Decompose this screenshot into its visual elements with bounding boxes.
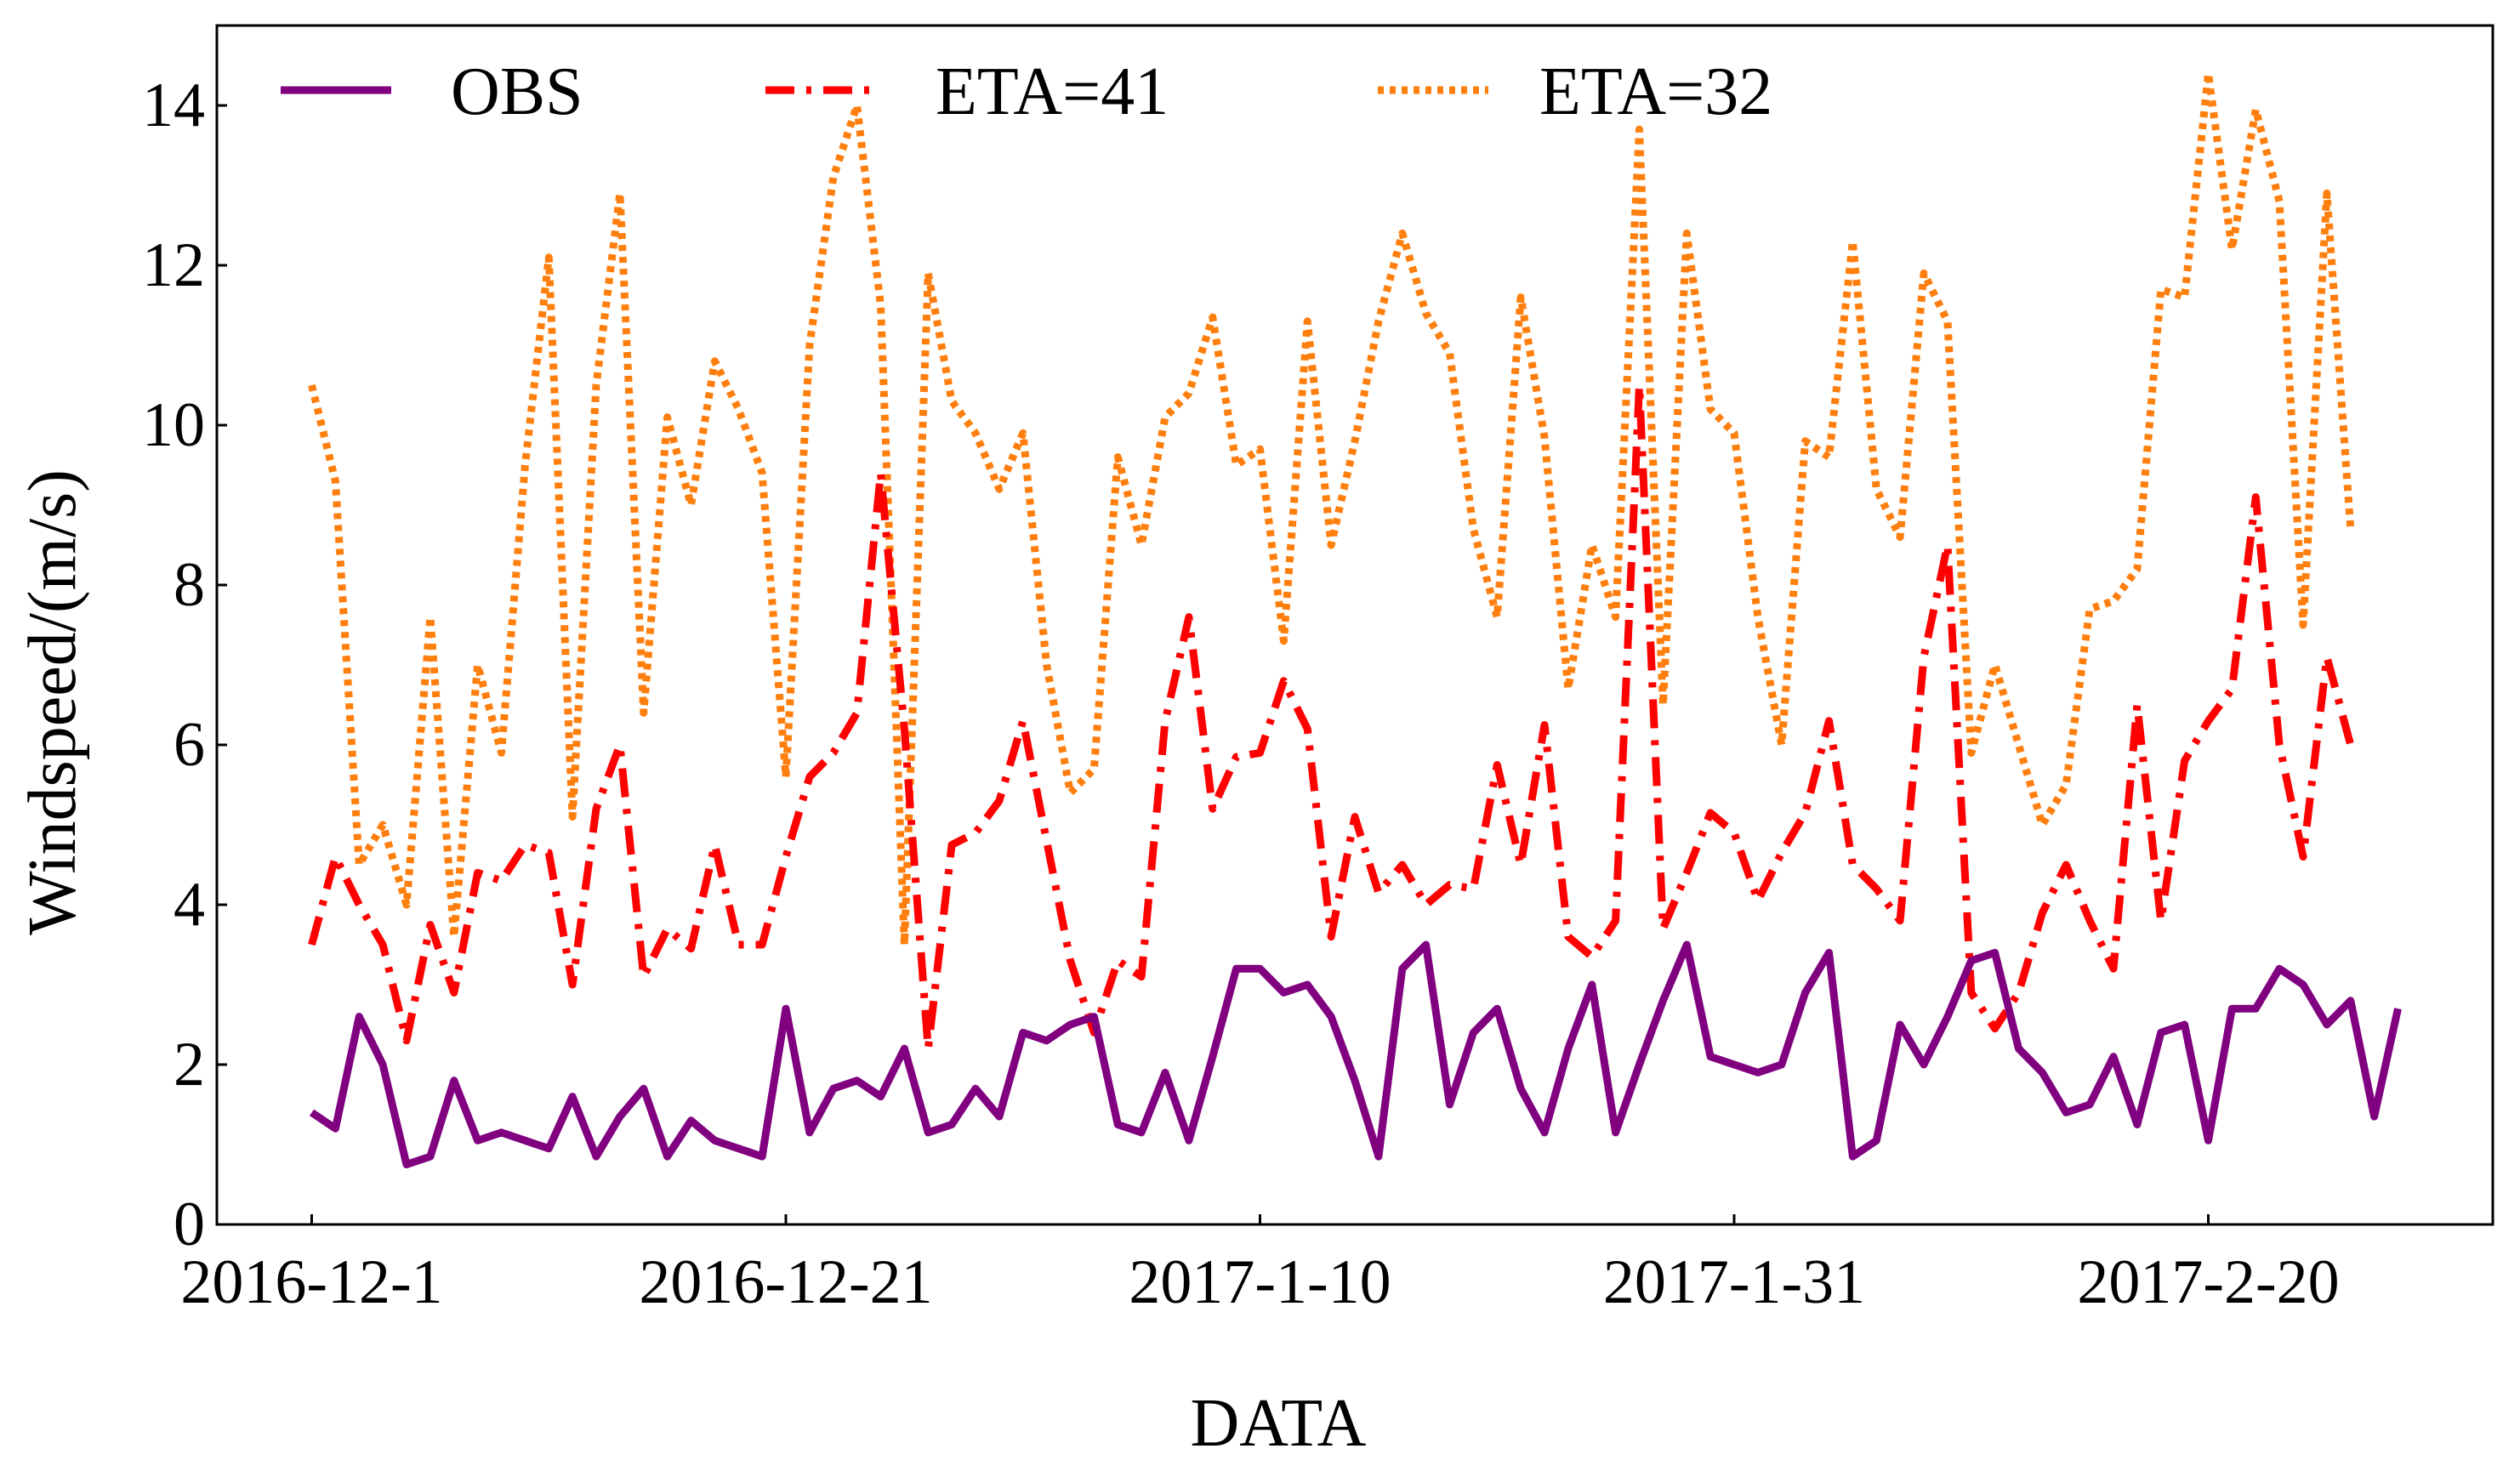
y-tick-label: 14 bbox=[142, 71, 205, 140]
series-layer bbox=[308, 69, 2402, 1168]
series-line-obs bbox=[309, 940, 2402, 1168]
legend-label: OBS bbox=[451, 54, 583, 129]
x-tick-label: 2017-2-20 bbox=[2077, 1247, 2339, 1317]
y-axis-title: Windspeed/(m/s) bbox=[15, 469, 90, 935]
y-tick-label: 4 bbox=[173, 870, 205, 940]
y-tick-label: 12 bbox=[142, 230, 205, 300]
x-tick-label: 2017-1-31 bbox=[1603, 1247, 1865, 1317]
legend-label: ETA=32 bbox=[1539, 54, 1772, 129]
y-axis: 0 2 4 6 8 10 12 14 bbox=[142, 71, 227, 1259]
y-tick-label: 8 bbox=[173, 550, 205, 620]
x-tick-label: 2017-1-10 bbox=[1129, 1247, 1391, 1317]
series-line-eta-32 bbox=[308, 69, 2355, 949]
x-tick-label: 2016-12-1 bbox=[180, 1247, 442, 1317]
x-axis: 2016-12-1 2016-12-21 2017-1-10 2017-1-31 201… bbox=[180, 1214, 2340, 1317]
y-tick-label: 2 bbox=[173, 1030, 205, 1099]
y-tick-label: 6 bbox=[173, 710, 205, 780]
y-tick-label: 10 bbox=[142, 390, 205, 460]
plot-frame bbox=[215, 24, 2494, 1226]
legend-label: ETA=41 bbox=[936, 54, 1169, 129]
series-line-eta-41 bbox=[308, 381, 2355, 1053]
x-axis-title: DATA bbox=[1191, 1386, 1367, 1461]
x-tick-label: 2016-12-21 bbox=[639, 1247, 932, 1317]
y-tick-label: 0 bbox=[173, 1190, 205, 1259]
legend: OBS ETA=41 ETA=32 bbox=[281, 54, 1772, 129]
